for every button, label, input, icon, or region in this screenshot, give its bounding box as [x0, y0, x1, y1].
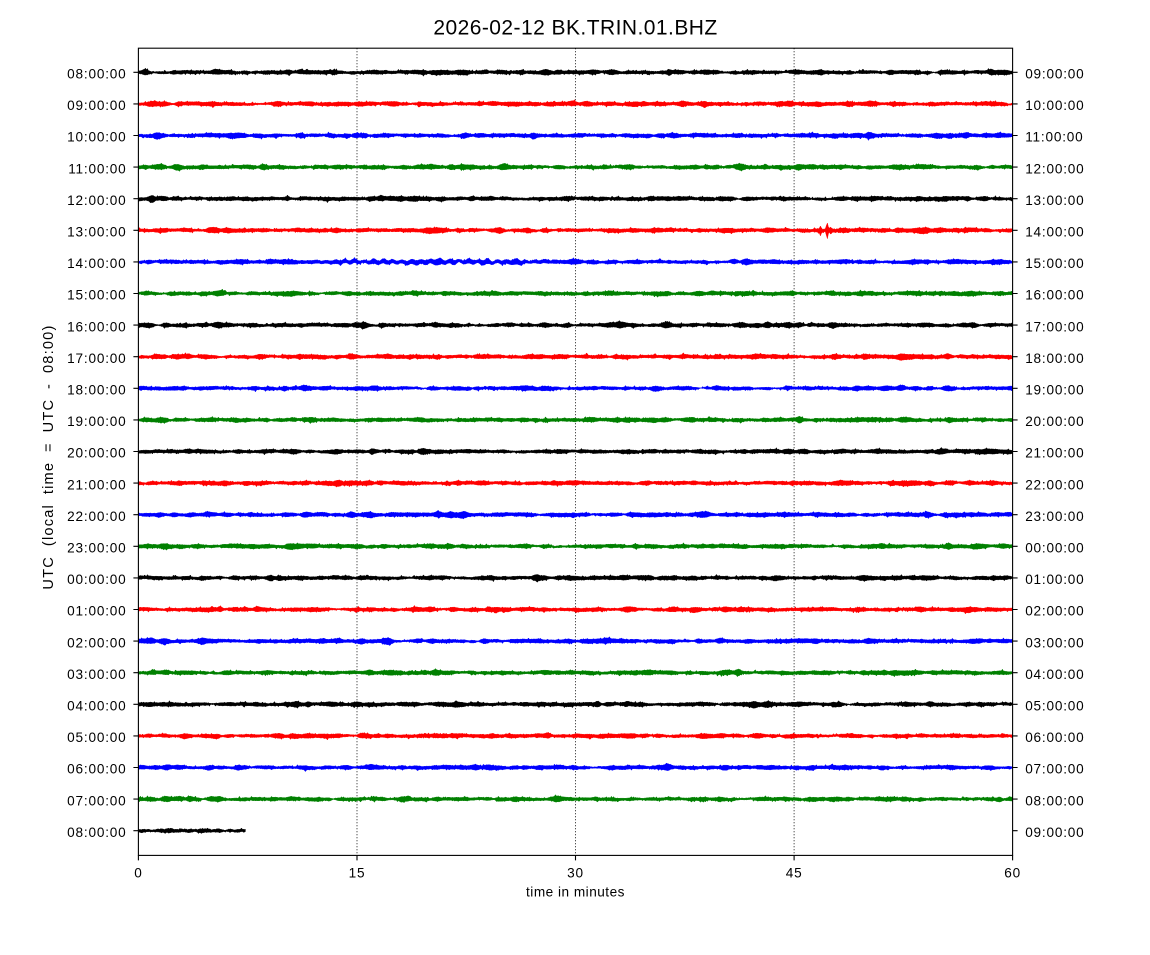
svg-text:60: 60: [1004, 866, 1021, 881]
svg-text:00:00:00: 00:00:00: [1025, 541, 1084, 556]
svg-text:23:00:00: 23:00:00: [1025, 509, 1084, 524]
svg-text:11:00:00: 11:00:00: [1025, 130, 1083, 145]
svg-text:03:00:00: 03:00:00: [67, 667, 126, 682]
svg-text:18:00:00: 18:00:00: [1025, 351, 1084, 366]
svg-text:09:00:00: 09:00:00: [1025, 825, 1084, 840]
svg-text:22:00:00: 22:00:00: [67, 509, 126, 524]
svg-text:12:00:00: 12:00:00: [1025, 161, 1084, 176]
svg-text:09:00:00: 09:00:00: [1025, 67, 1084, 82]
svg-text:08:00:00: 08:00:00: [1025, 793, 1084, 808]
svg-text:08:00:00: 08:00:00: [67, 67, 126, 82]
svg-text:2026-02-12 BK.TRIN.01.BHZ: 2026-02-12 BK.TRIN.01.BHZ: [433, 16, 717, 39]
svg-text:02:00:00: 02:00:00: [1025, 604, 1084, 619]
svg-text:03:00:00: 03:00:00: [1025, 635, 1084, 650]
svg-text:17:00:00: 17:00:00: [1025, 319, 1084, 334]
svg-text:14:00:00: 14:00:00: [67, 256, 126, 271]
svg-text:30: 30: [567, 866, 584, 881]
svg-text:07:00:00: 07:00:00: [67, 793, 126, 808]
svg-text:01:00:00: 01:00:00: [67, 604, 126, 619]
svg-text:19:00:00: 19:00:00: [67, 414, 126, 429]
svg-text:19:00:00: 19:00:00: [1025, 383, 1084, 398]
svg-text:20:00:00: 20:00:00: [67, 446, 126, 461]
svg-text:11:00:00: 11:00:00: [68, 161, 126, 176]
svg-text:16:00:00: 16:00:00: [67, 319, 126, 334]
svg-text:04:00:00: 04:00:00: [1025, 667, 1084, 682]
svg-text:UTC (local time = UTC - 08:00): UTC (local time = UTC - 08:00): [41, 324, 57, 589]
svg-text:02:00:00: 02:00:00: [67, 635, 126, 650]
svg-text:06:00:00: 06:00:00: [1025, 730, 1084, 745]
svg-text:13:00:00: 13:00:00: [67, 225, 126, 240]
svg-text:15:00:00: 15:00:00: [1025, 256, 1084, 271]
svg-text:06:00:00: 06:00:00: [67, 762, 126, 777]
svg-text:08:00:00: 08:00:00: [67, 825, 126, 840]
svg-text:04:00:00: 04:00:00: [67, 699, 126, 714]
svg-text:17:00:00: 17:00:00: [67, 351, 126, 366]
svg-text:15:00:00: 15:00:00: [67, 288, 126, 303]
svg-text:15: 15: [349, 866, 366, 881]
svg-text:45: 45: [786, 866, 803, 881]
svg-text:23:00:00: 23:00:00: [67, 541, 126, 556]
svg-text:20:00:00: 20:00:00: [1025, 414, 1084, 429]
svg-text:10:00:00: 10:00:00: [67, 130, 126, 145]
svg-text:21:00:00: 21:00:00: [1025, 446, 1084, 461]
svg-text:05:00:00: 05:00:00: [67, 730, 126, 745]
svg-text:01:00:00: 01:00:00: [1025, 572, 1084, 587]
svg-text:time in minutes: time in minutes: [526, 885, 625, 900]
svg-text:13:00:00: 13:00:00: [1025, 193, 1084, 208]
svg-text:09:00:00: 09:00:00: [67, 98, 126, 113]
svg-text:00:00:00: 00:00:00: [67, 572, 126, 587]
svg-text:16:00:00: 16:00:00: [1025, 288, 1084, 303]
svg-text:10:00:00: 10:00:00: [1025, 98, 1084, 113]
svg-text:18:00:00: 18:00:00: [67, 383, 126, 398]
svg-text:14:00:00: 14:00:00: [1025, 225, 1084, 240]
svg-text:12:00:00: 12:00:00: [67, 193, 126, 208]
svg-text:0: 0: [134, 866, 142, 881]
svg-text:07:00:00: 07:00:00: [1025, 762, 1084, 777]
svg-text:21:00:00: 21:00:00: [67, 477, 126, 492]
svg-text:22:00:00: 22:00:00: [1025, 477, 1084, 492]
svg-text:05:00:00: 05:00:00: [1025, 699, 1084, 714]
